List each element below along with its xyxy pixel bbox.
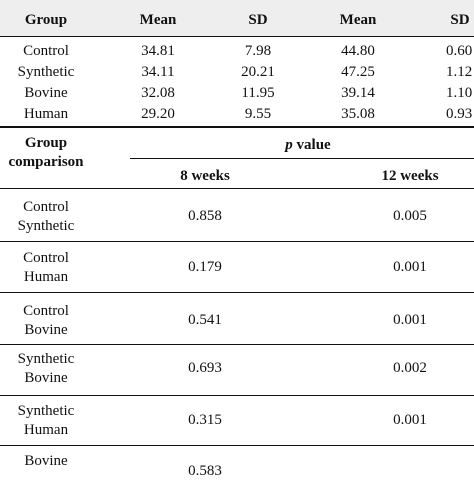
p-value-8-weeks: 0.583 bbox=[188, 463, 222, 479]
top-row-mean2: 44.80 bbox=[341, 43, 375, 59]
comparison-line2: Bovine bbox=[24, 322, 68, 338]
top-row-sd1: 7.98 bbox=[244, 43, 272, 59]
p-value-word: value bbox=[292, 137, 331, 153]
header-p-value: p value bbox=[285, 136, 330, 154]
row-rule bbox=[0, 395, 474, 396]
top-row-group: Synthetic bbox=[17, 64, 75, 80]
header-mean-2: Mean bbox=[339, 12, 377, 28]
p-value-8-weeks: 0.179 bbox=[188, 259, 222, 275]
top-row-sd2: 1.12 bbox=[446, 64, 473, 80]
top-row-sd1: 11.95 bbox=[241, 85, 275, 101]
p-value-8-weeks: 0.315 bbox=[188, 412, 222, 428]
comparison-line2: Human bbox=[23, 422, 69, 438]
header-group-comparison-line2: comparison bbox=[8, 154, 84, 170]
top-row-sd1: 9.55 bbox=[244, 106, 272, 122]
top-row-sd1: 20.21 bbox=[241, 64, 275, 80]
top-row-mean1: 34.81 bbox=[141, 43, 175, 59]
p-value-italic-p: p bbox=[285, 137, 293, 153]
bottom-header-rule bbox=[0, 188, 474, 189]
top-row-group: Human bbox=[23, 106, 69, 122]
header-12-weeks: 12 weeks bbox=[381, 168, 439, 184]
comparison-line2: Human bbox=[23, 269, 69, 285]
top-row-mean2: 35.08 bbox=[341, 106, 375, 122]
comparison-line1: Bovine bbox=[24, 453, 68, 469]
p-value-8-weeks: 0.541 bbox=[188, 312, 222, 328]
header-sd-1: SD bbox=[248, 12, 268, 28]
top-row-sd2: 1.10 bbox=[446, 85, 473, 101]
top-row-mean2: 39.14 bbox=[341, 85, 375, 101]
top-header-background bbox=[0, 0, 474, 36]
row-rule bbox=[0, 344, 474, 345]
top-row-mean1: 32.08 bbox=[141, 85, 175, 101]
header-sd-2: SD bbox=[450, 12, 470, 28]
top-header-rule bbox=[0, 36, 474, 37]
p-value-12-weeks: 0.001 bbox=[393, 412, 427, 428]
top-row-mean1: 34.11 bbox=[141, 64, 175, 80]
comparison-line1: Synthetic bbox=[17, 351, 75, 367]
comparison-line1: Control bbox=[23, 303, 69, 319]
top-row-sd2: 0.60 bbox=[446, 43, 473, 59]
row-rule bbox=[0, 292, 474, 293]
top-row-mean2: 47.25 bbox=[341, 64, 375, 80]
comparison-line1: Control bbox=[23, 250, 69, 266]
top-row-sd2: 0.93 bbox=[446, 106, 473, 122]
table-divider-rule bbox=[0, 126, 474, 128]
p-value-12-weeks: 0.002 bbox=[393, 360, 427, 376]
top-row-group: Control bbox=[23, 43, 69, 59]
p-value-12-weeks: 0.005 bbox=[393, 208, 427, 224]
header-mean-1: Mean bbox=[139, 12, 177, 28]
row-rule bbox=[0, 445, 474, 446]
comparison-line2: Synthetic bbox=[17, 218, 75, 234]
p-value-12-weeks: 0.001 bbox=[393, 259, 427, 275]
top-row-mean1: 29.20 bbox=[141, 106, 175, 122]
comparison-line2: Bovine bbox=[24, 370, 68, 386]
p-value-8-weeks: 0.693 bbox=[188, 360, 222, 376]
row-rule bbox=[0, 241, 474, 242]
p-value-8-weeks: 0.858 bbox=[188, 208, 222, 224]
top-row-group: Bovine bbox=[24, 85, 68, 101]
p-value-span-rule bbox=[130, 158, 474, 159]
header-group-comparison-line1: Group bbox=[24, 135, 68, 151]
p-value-12-weeks: 0.001 bbox=[393, 312, 427, 328]
comparison-line1: Synthetic bbox=[17, 403, 75, 419]
comparison-line1: Control bbox=[23, 199, 69, 215]
header-group: Group bbox=[24, 12, 68, 28]
header-8-weeks: 8 weeks bbox=[180, 168, 230, 184]
